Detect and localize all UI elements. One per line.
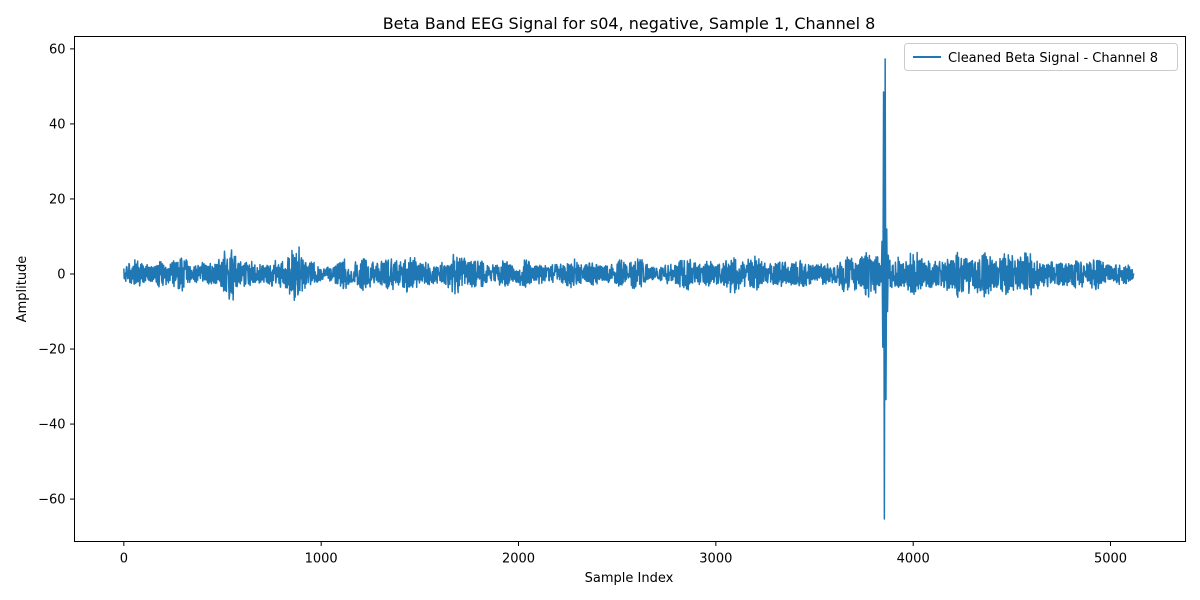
y-tick-label: −20	[38, 343, 65, 358]
y-axis-label: Amplitude	[15, 256, 30, 323]
series-line-cleaned-beta	[123, 58, 1135, 520]
y-tick-label: 20	[49, 192, 66, 207]
legend-label: Cleaned Beta Signal - Channel 8	[948, 51, 1158, 66]
y-tick-label: −60	[38, 493, 65, 508]
y-axis: −60 −40 −20 0 20 40 60	[38, 42, 75, 508]
x-tick-label: 1000	[305, 552, 338, 567]
x-tick-label: 5000	[1094, 552, 1127, 567]
chart-title: Beta Band EEG Signal for s04, negative, …	[383, 14, 876, 33]
x-tick-label: 0	[120, 552, 128, 567]
y-tick-label: 40	[49, 117, 66, 132]
legend-box	[904, 43, 1178, 71]
x-tick-label: 2000	[502, 552, 535, 567]
y-tick-label: −40	[38, 418, 65, 433]
plot-frame	[74, 36, 1186, 542]
x-tick-label: 4000	[897, 552, 930, 567]
x-tick-label: 3000	[699, 552, 732, 567]
x-axis-label: Sample Index	[585, 571, 674, 586]
y-tick-label: 0	[57, 267, 65, 282]
plot-area	[123, 58, 1135, 520]
y-tick-label: 60	[49, 42, 66, 57]
legend: Cleaned Beta Signal - Channel 8	[904, 43, 1178, 71]
x-axis: 0 1000 2000 3000 4000 5000	[120, 541, 1127, 567]
